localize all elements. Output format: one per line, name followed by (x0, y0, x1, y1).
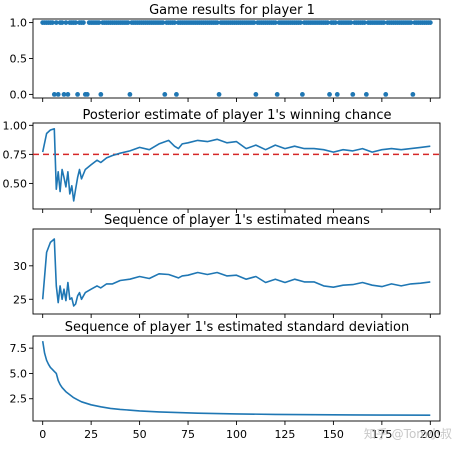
data-point (127, 92, 133, 97)
data-point (350, 92, 356, 97)
x-tick-label: 125 (274, 428, 295, 441)
y-tick-label: 25 (13, 293, 27, 306)
data-point (383, 92, 389, 97)
data-point (410, 92, 416, 97)
panel-4-series (41, 340, 431, 416)
y-tick-label: 0.50 (3, 177, 28, 190)
panel-estimated-means: Sequence of player 1's estimated means 2… (13, 213, 441, 318)
data-point (174, 92, 179, 97)
x-tick-label: 25 (84, 428, 98, 441)
panel-winning-chance: Posterior estimate of player 1's winning… (3, 108, 441, 213)
panel-4-x-axis: 0 25 50 75 100 125 150 175 200 (39, 421, 441, 441)
y-tick-label: 30 (13, 260, 27, 273)
panel-2-frame (32, 122, 441, 210)
data-point (298, 20, 303, 25)
panel-1-frame (32, 18, 441, 99)
panel-3-y-axis: 25 30 (13, 260, 33, 306)
panel-2-y-axis: 0.50 0.75 1.00 (3, 119, 33, 190)
y-tick-label: 0.5 (10, 53, 28, 66)
x-tick-label: 200 (420, 428, 441, 441)
x-tick-label: 150 (323, 428, 344, 441)
data-point (55, 92, 61, 97)
series-line (41, 128, 431, 202)
data-point (214, 20, 220, 25)
panel-3-frame (32, 228, 441, 315)
panel-game-results: Game results for player 1 0.0 0.5 1.0 (10, 3, 441, 102)
y-tick-label: 5.0 (10, 367, 28, 380)
y-tick-label: 0.75 (3, 148, 28, 161)
panel-4-title: Sequence of player 1's estimated standar… (65, 320, 409, 335)
data-point (172, 20, 177, 25)
data-point (84, 92, 90, 97)
data-point (80, 20, 86, 25)
panel-3-title: Sequence of player 1's estimated means (104, 213, 370, 228)
data-point (98, 92, 104, 97)
series-line (41, 238, 431, 307)
data-point (73, 20, 79, 25)
data-point (51, 92, 57, 97)
data-point (348, 20, 354, 25)
data-point (299, 92, 305, 97)
data-point (408, 20, 414, 25)
x-tick-label: 0 (39, 428, 46, 441)
data-point (59, 20, 65, 25)
panel-3-x-axis (42, 314, 431, 318)
data-point (253, 92, 259, 97)
y-tick-label: 0.0 (10, 88, 28, 101)
data-point (61, 92, 67, 97)
data-point (49, 20, 55, 25)
x-tick-label: 75 (181, 428, 195, 441)
panel-4-y-axis: 2.5 5.0 7.5 (10, 342, 33, 406)
panel-3-series (41, 238, 431, 307)
data-point (332, 20, 338, 25)
data-point (251, 20, 257, 25)
panel-2-x-axis (42, 209, 431, 213)
panel-2-title: Posterior estimate of player 1's winning… (82, 108, 391, 123)
data-point (274, 92, 280, 97)
panel-1-points (40, 20, 433, 97)
panel-1-title: Game results for player 1 (149, 3, 315, 18)
x-tick-label: 175 (371, 428, 392, 441)
watermark: 知乎 @Tom小叔 (364, 427, 452, 441)
data-point (216, 92, 222, 97)
data-point (327, 92, 332, 97)
data-point (96, 20, 102, 25)
y-tick-label: 1.00 (3, 119, 28, 132)
data-point (334, 92, 340, 97)
panel-estimated-std: Sequence of player 1's estimated standar… (10, 320, 441, 441)
data-point (162, 92, 168, 97)
data-point (125, 20, 131, 25)
data-point (325, 20, 330, 25)
x-tick-label: 100 (226, 428, 247, 441)
panel-1-x-axis (42, 98, 431, 102)
data-point (53, 20, 59, 25)
data-point (75, 92, 80, 97)
data-point (160, 20, 166, 25)
data-point (362, 20, 367, 25)
data-point (381, 20, 387, 25)
y-tick-label: 2.5 (10, 393, 28, 406)
data-point (65, 92, 71, 97)
data-point (427, 20, 433, 25)
x-tick-label: 50 (133, 428, 147, 441)
panel-1-y-axis: 0.0 0.5 1.0 (10, 17, 33, 101)
data-point (272, 20, 278, 25)
y-tick-label: 1.0 (10, 17, 28, 30)
data-point (63, 20, 69, 25)
y-tick-label: 7.5 (10, 342, 28, 355)
panel-2-series (41, 128, 431, 202)
data-point (363, 92, 369, 97)
series-line (41, 340, 431, 416)
panel-4-frame (32, 335, 441, 422)
